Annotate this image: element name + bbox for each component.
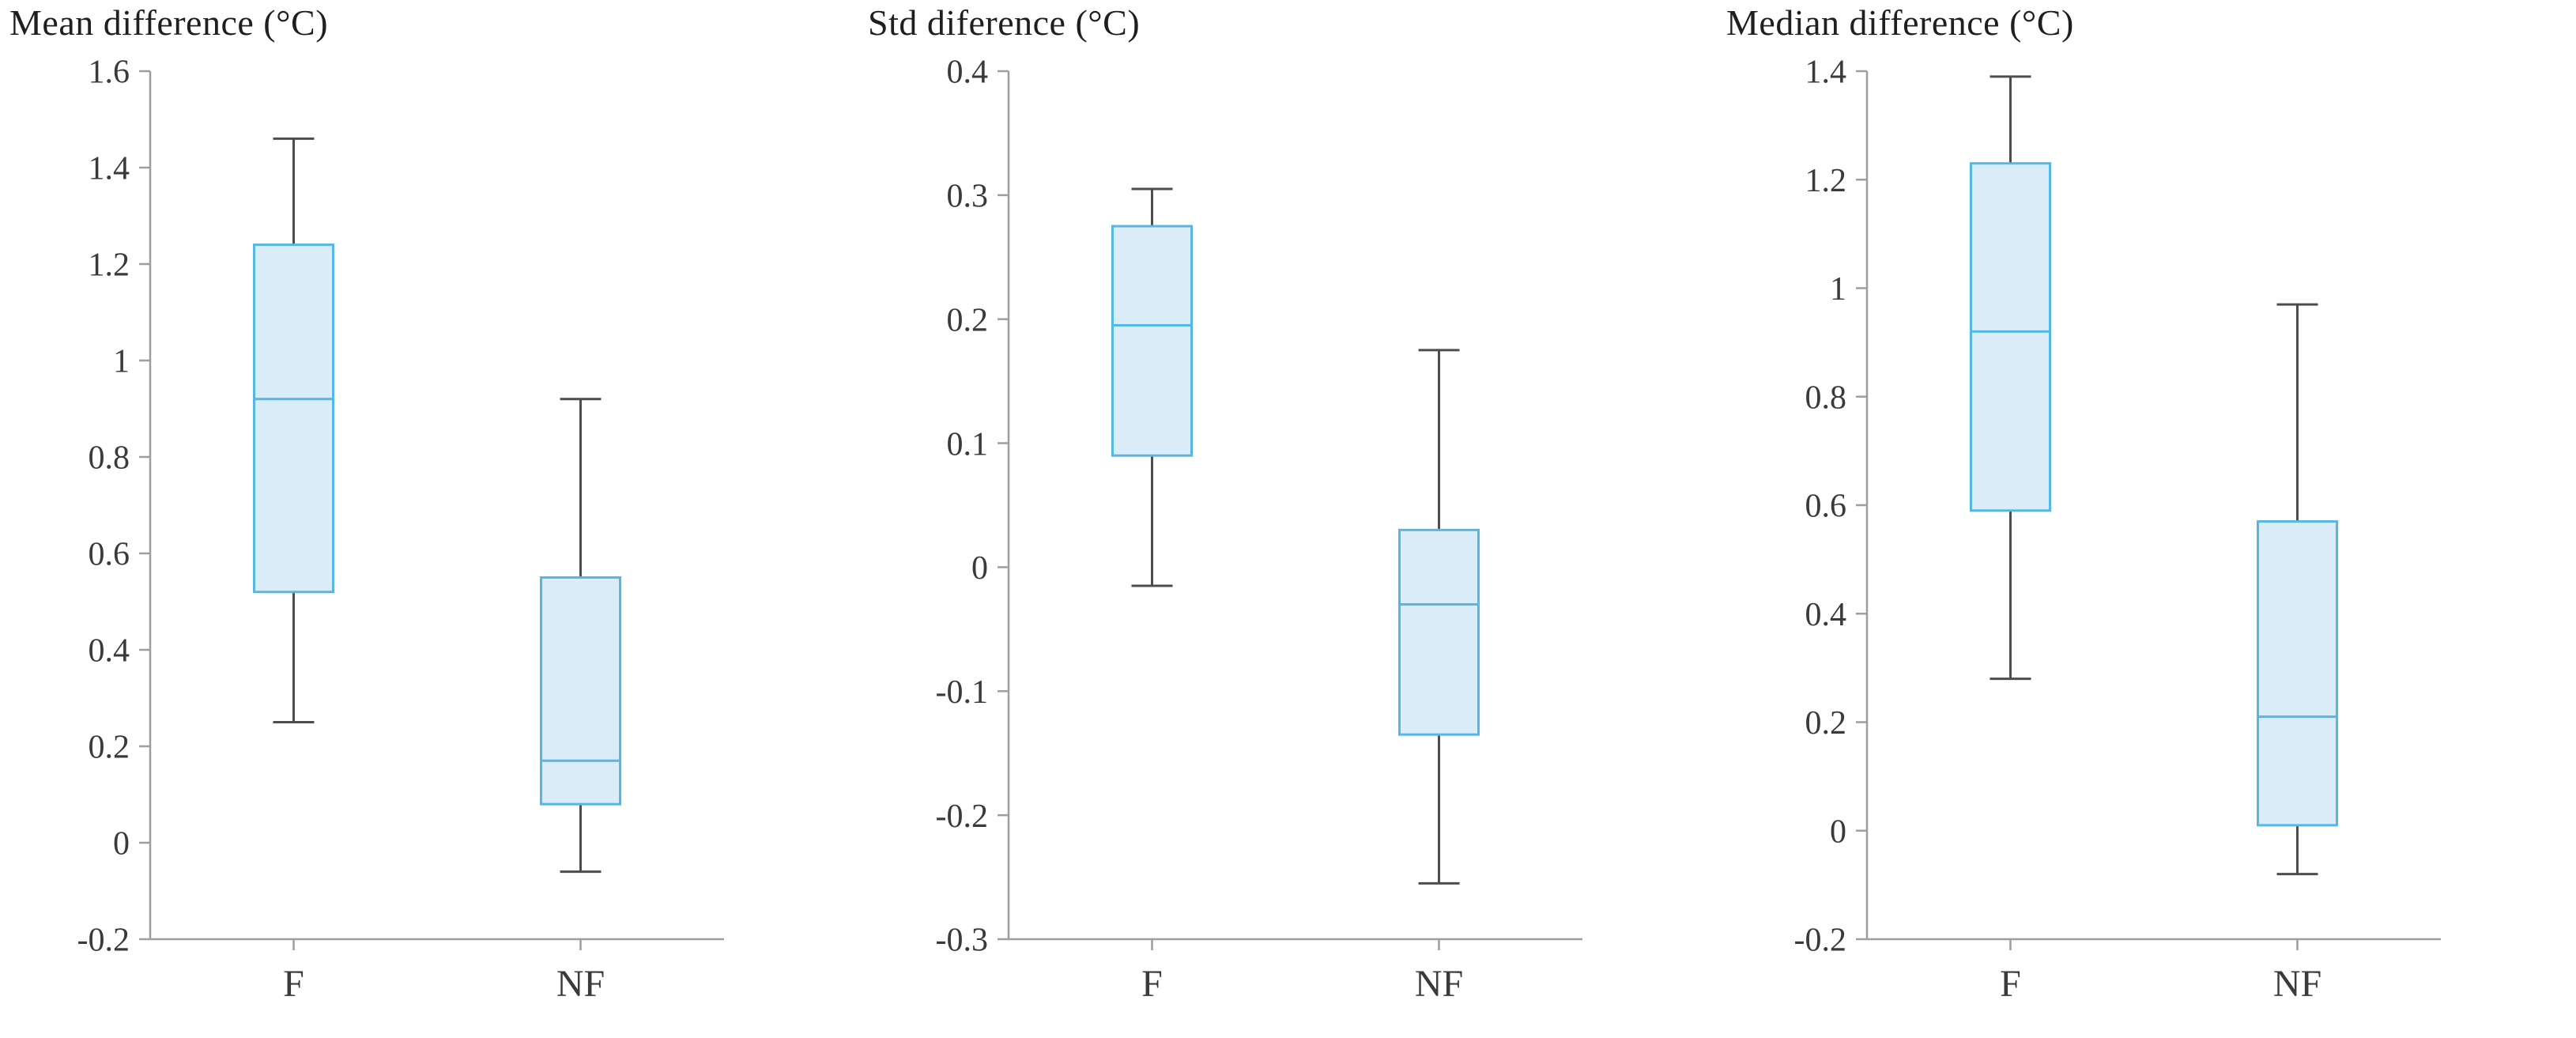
y-tick-label: 0.4 [89,633,130,670]
iqr-box [1970,162,2051,512]
y-tick-label: -0.2 [77,923,130,959]
y-tick-label: 1.4 [89,151,130,187]
y-tick-label: 0.8 [1805,379,1847,416]
box-plot-mean-difference: -0.2 0 0.2 0.4 0.6 0.8 1 1.2 1.4 1.6 F NF [77,55,724,1005]
x-category-label: F [283,963,304,1005]
box-NF [1398,349,1480,885]
y-tick-label: 0.2 [947,302,989,338]
y-tick-label: 1.2 [1805,163,1847,199]
y-tick-label: 0.3 [947,179,989,215]
y-tick-label: 0.2 [1805,705,1847,742]
y-tick-label: -0.1 [936,674,989,711]
chart-panel-median-difference: Median difference (°C) -0.2 0 0.2 0.4 0.6 0.8… [1717,0,2575,1038]
y-tick-label: 0.6 [1805,489,1847,525]
y-tick-label: 0 [971,550,988,587]
box-NF [2257,303,2338,876]
y-tick-label: -0.2 [1794,923,1847,959]
y-tick-label: 0.8 [89,440,130,477]
y-tick-label: 0.1 [947,426,989,462]
axes: -0.3 -0.2 -0.1 0 0.1 0.2 0.3 0.4 F NF [936,55,1582,1005]
y-tick-label: 1.2 [89,247,130,284]
chart-title-median-difference: Median difference (°C) [1726,2,2074,43]
x-category-label: NF [556,963,605,1005]
y-tick-label: 0.4 [947,55,989,91]
iqr-box [253,243,334,594]
axes: -0.2 0 0.2 0.4 0.6 0.8 1 1.2 1.4 1.6 F NF [77,55,724,1005]
y-tick-label: 0 [113,826,130,862]
chart-panel-std-difference: Std diference (°C) -0.3 -0.2 -0.1 0 0.1 0.2 0.… [858,0,1717,1038]
y-tick-label: 1.6 [89,55,130,91]
y-tick-label: 0 [1830,813,1846,850]
y-tick-label: 0.4 [1805,597,1847,633]
x-category-label: NF [1415,963,1463,1005]
x-category-label: F [1141,963,1163,1005]
box-F [1111,187,1193,587]
box-F [253,137,334,723]
chart-title-std-difference: Std diference (°C) [868,2,1141,43]
x-category-label: NF [2273,963,2321,1005]
iqr-box [1111,225,1193,457]
y-tick-label: 1 [113,344,130,380]
y-tick-label: -0.2 [936,798,989,835]
chart-panel-mean-difference: Mean difference (°C) -0.2 0 0.2 0.4 0.6 0.8 1 1… [0,0,858,1038]
y-tick-label: 1 [1830,271,1846,308]
box-plot-std-difference: -0.3 -0.2 -0.1 0 0.1 0.2 0.3 0.4 F NF [936,55,1582,1005]
box-plot-median-difference: -0.2 0 0.2 0.4 0.6 0.8 1 1.2 1.4 F NF [1794,55,2441,1005]
box-NF [540,398,621,874]
axes: -0.2 0 0.2 0.4 0.6 0.8 1 1.2 1.4 F NF [1794,55,2441,1005]
box-F [1970,75,2051,681]
y-tick-label: 0.6 [89,537,130,573]
x-category-label: F [2000,963,2021,1005]
y-tick-label: 0.2 [89,730,130,766]
iqr-box [1398,528,1480,736]
y-tick-label: 1.4 [1805,55,1847,91]
iqr-box [2257,520,2338,827]
iqr-box [540,576,621,806]
y-tick-label: -0.3 [936,923,989,959]
chart-title-mean-difference: Mean difference (°C) [9,2,329,43]
